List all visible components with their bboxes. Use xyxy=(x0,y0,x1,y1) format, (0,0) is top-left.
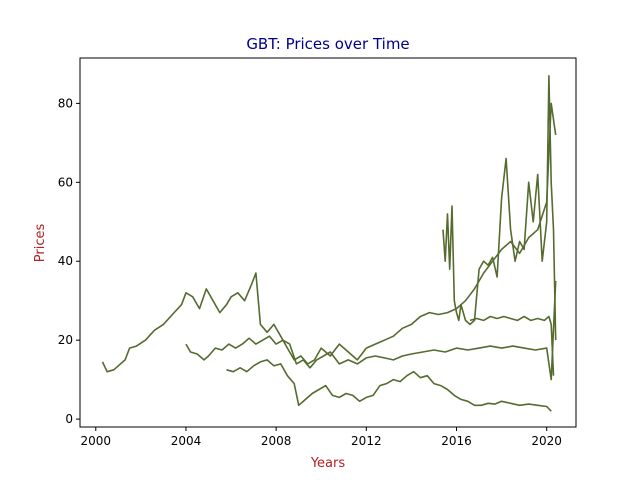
series-line-3 xyxy=(226,359,552,412)
y-tick-label: 0 xyxy=(65,412,73,426)
x-tick-label: 2008 xyxy=(261,434,292,448)
y-tick-label: 60 xyxy=(58,175,73,189)
plot-frame xyxy=(79,57,577,428)
series-line-4 xyxy=(442,75,557,341)
x-axis-label: Years xyxy=(310,456,346,471)
series-layer xyxy=(101,75,557,412)
y-tick-label: 20 xyxy=(58,333,73,347)
series-line-1 xyxy=(101,102,557,373)
series-line-2 xyxy=(185,280,557,381)
y-axis-label: Prices xyxy=(33,224,48,263)
y-tick-label: 80 xyxy=(58,96,73,110)
x-tick-label: 2000 xyxy=(81,434,112,448)
y-axis: 0 20 40 60 80 xyxy=(58,96,80,426)
x-tick-label: 2016 xyxy=(441,434,472,448)
x-tick-label: 2020 xyxy=(531,434,562,448)
series-line-5 xyxy=(469,315,555,376)
x-tick-label: 2004 xyxy=(171,434,202,448)
chart-title: GBT: Prices over Time xyxy=(246,35,409,53)
x-tick-label: 2012 xyxy=(351,434,382,448)
x-axis: 2000 2004 2008 2012 2016 2020 xyxy=(81,427,562,448)
y-tick-label: 40 xyxy=(58,254,73,268)
